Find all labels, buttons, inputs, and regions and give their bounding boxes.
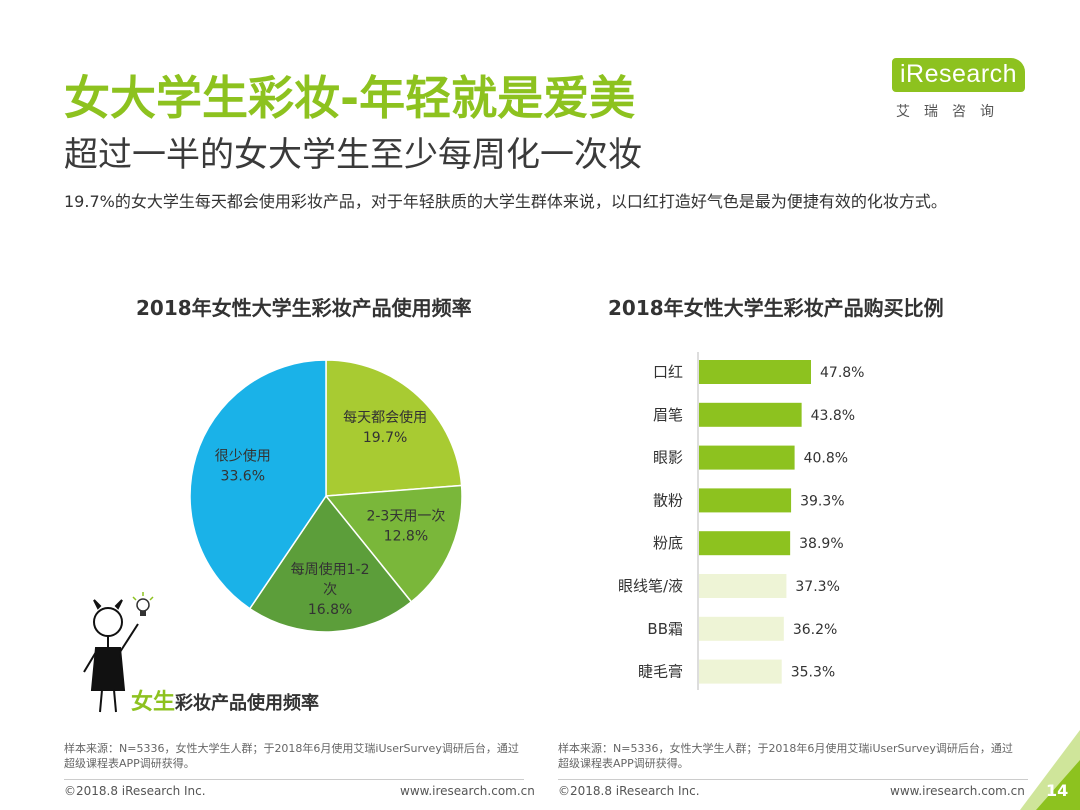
bar <box>699 488 792 513</box>
bar-value-label: 38.9% <box>799 536 843 552</box>
bar-category-label: 眉笔 <box>653 406 683 424</box>
logo-wordmark: iResearch <box>892 58 1026 92</box>
footer-copyright-right: ©2018.8 iResearch Inc. <box>558 784 700 798</box>
pie-slice-category: 很少使用 <box>215 447 271 464</box>
source-note-right: 样本来源：N=5336，女性大学生人群；于2018年6月使用艾瑞iUserSur… <box>558 742 1013 770</box>
source-note-left: 样本来源：N=5336，女性大学生人群；于2018年6月使用艾瑞iUserSur… <box>64 742 519 770</box>
pie-slice <box>248 494 413 633</box>
bar <box>699 445 795 470</box>
pie-slice-category: 次 <box>323 582 337 598</box>
bar-category-label: BB霜 <box>647 620 683 638</box>
bar-value-label: 40.8% <box>804 451 848 467</box>
bar-category-label: 眼影 <box>653 449 683 467</box>
pie-chart-title: 2018年女性大学生彩妆产品使用频率 <box>136 296 472 320</box>
footer-divider-right <box>558 779 1028 780</box>
page-number: 14 <box>1046 781 1069 800</box>
bar <box>699 574 787 598</box>
pie-slice-category: 2-3天用一次 <box>366 508 445 524</box>
bar-chart-title: 2018年女性大学生彩妆产品购买比例 <box>608 296 944 320</box>
bar <box>699 659 782 684</box>
footer-url-right: www.iresearch.com.cn <box>890 784 1025 798</box>
pie-slice-value: 16.8% <box>308 602 352 618</box>
pie-slice-label: 很少使用 33.6% <box>215 447 271 484</box>
bar-value-label: 36.2% <box>793 622 837 638</box>
pie-slice-value: 33.6% <box>221 468 265 484</box>
figure-caption-highlight: 女生 <box>131 690 176 715</box>
bar-category-label: 睫毛膏 <box>638 663 683 681</box>
pie-slice-value: 19.7% <box>363 430 407 446</box>
page-description: 19.7%的女大学生每天都会使用彩妆产品，对于年轻肤质的大学生群体来说，以口红打… <box>64 192 947 211</box>
bar <box>699 531 791 556</box>
bar-value-label: 35.3% <box>791 665 835 681</box>
page-subtitle: 超过一半的女大学生至少每周化一次妆 <box>64 135 642 175</box>
pie-slice <box>189 359 327 610</box>
figure-caption: 女生彩妆产品使用频率 <box>131 684 319 716</box>
logo-chinese: 艾瑞咨询 <box>896 104 1008 120</box>
bar-category-label: 粉底 <box>653 534 683 552</box>
bar <box>699 360 811 384</box>
pie-slice-label: 每天都会使用 19.7% <box>343 409 427 446</box>
pie-slice <box>324 484 463 603</box>
page-title: 女大学生彩妆-年轻就是爱美 <box>64 71 636 125</box>
pie-slice-category: 每周使用1-2 <box>291 561 370 578</box>
footer-divider-left <box>64 779 524 780</box>
pie-slice-label: 每周使用1-2 次 16.8% <box>291 561 370 618</box>
pie-slice-value: 12.8% <box>384 528 428 544</box>
bar-category-label: 眼线笔/液 <box>618 577 683 595</box>
footer-copyright-left: ©2018.8 iResearch Inc. <box>64 784 206 798</box>
bar <box>699 616 784 641</box>
bar <box>699 402 802 427</box>
iresearch-logo: iResearch 艾瑞咨询 <box>892 58 1032 128</box>
bar-value-label: 43.8% <box>811 408 855 424</box>
bar-category-label: 口红 <box>653 363 683 381</box>
pie-slice-category: 每天都会使用 <box>343 409 427 426</box>
bar-category-label: 散粉 <box>653 491 683 509</box>
pie-slice <box>325 359 463 497</box>
lightbulb-icon <box>132 592 154 616</box>
footer-url-left: www.iresearch.com.cn <box>400 784 535 798</box>
bar-value-label: 39.3% <box>800 493 844 509</box>
bar-value-label: 47.8% <box>820 365 864 381</box>
bar-value-label: 37.3% <box>795 579 839 595</box>
figure-caption-rest: 彩妆产品使用频率 <box>175 693 320 714</box>
pie-slice-label: 2-3天用一次 12.8% <box>366 508 445 544</box>
